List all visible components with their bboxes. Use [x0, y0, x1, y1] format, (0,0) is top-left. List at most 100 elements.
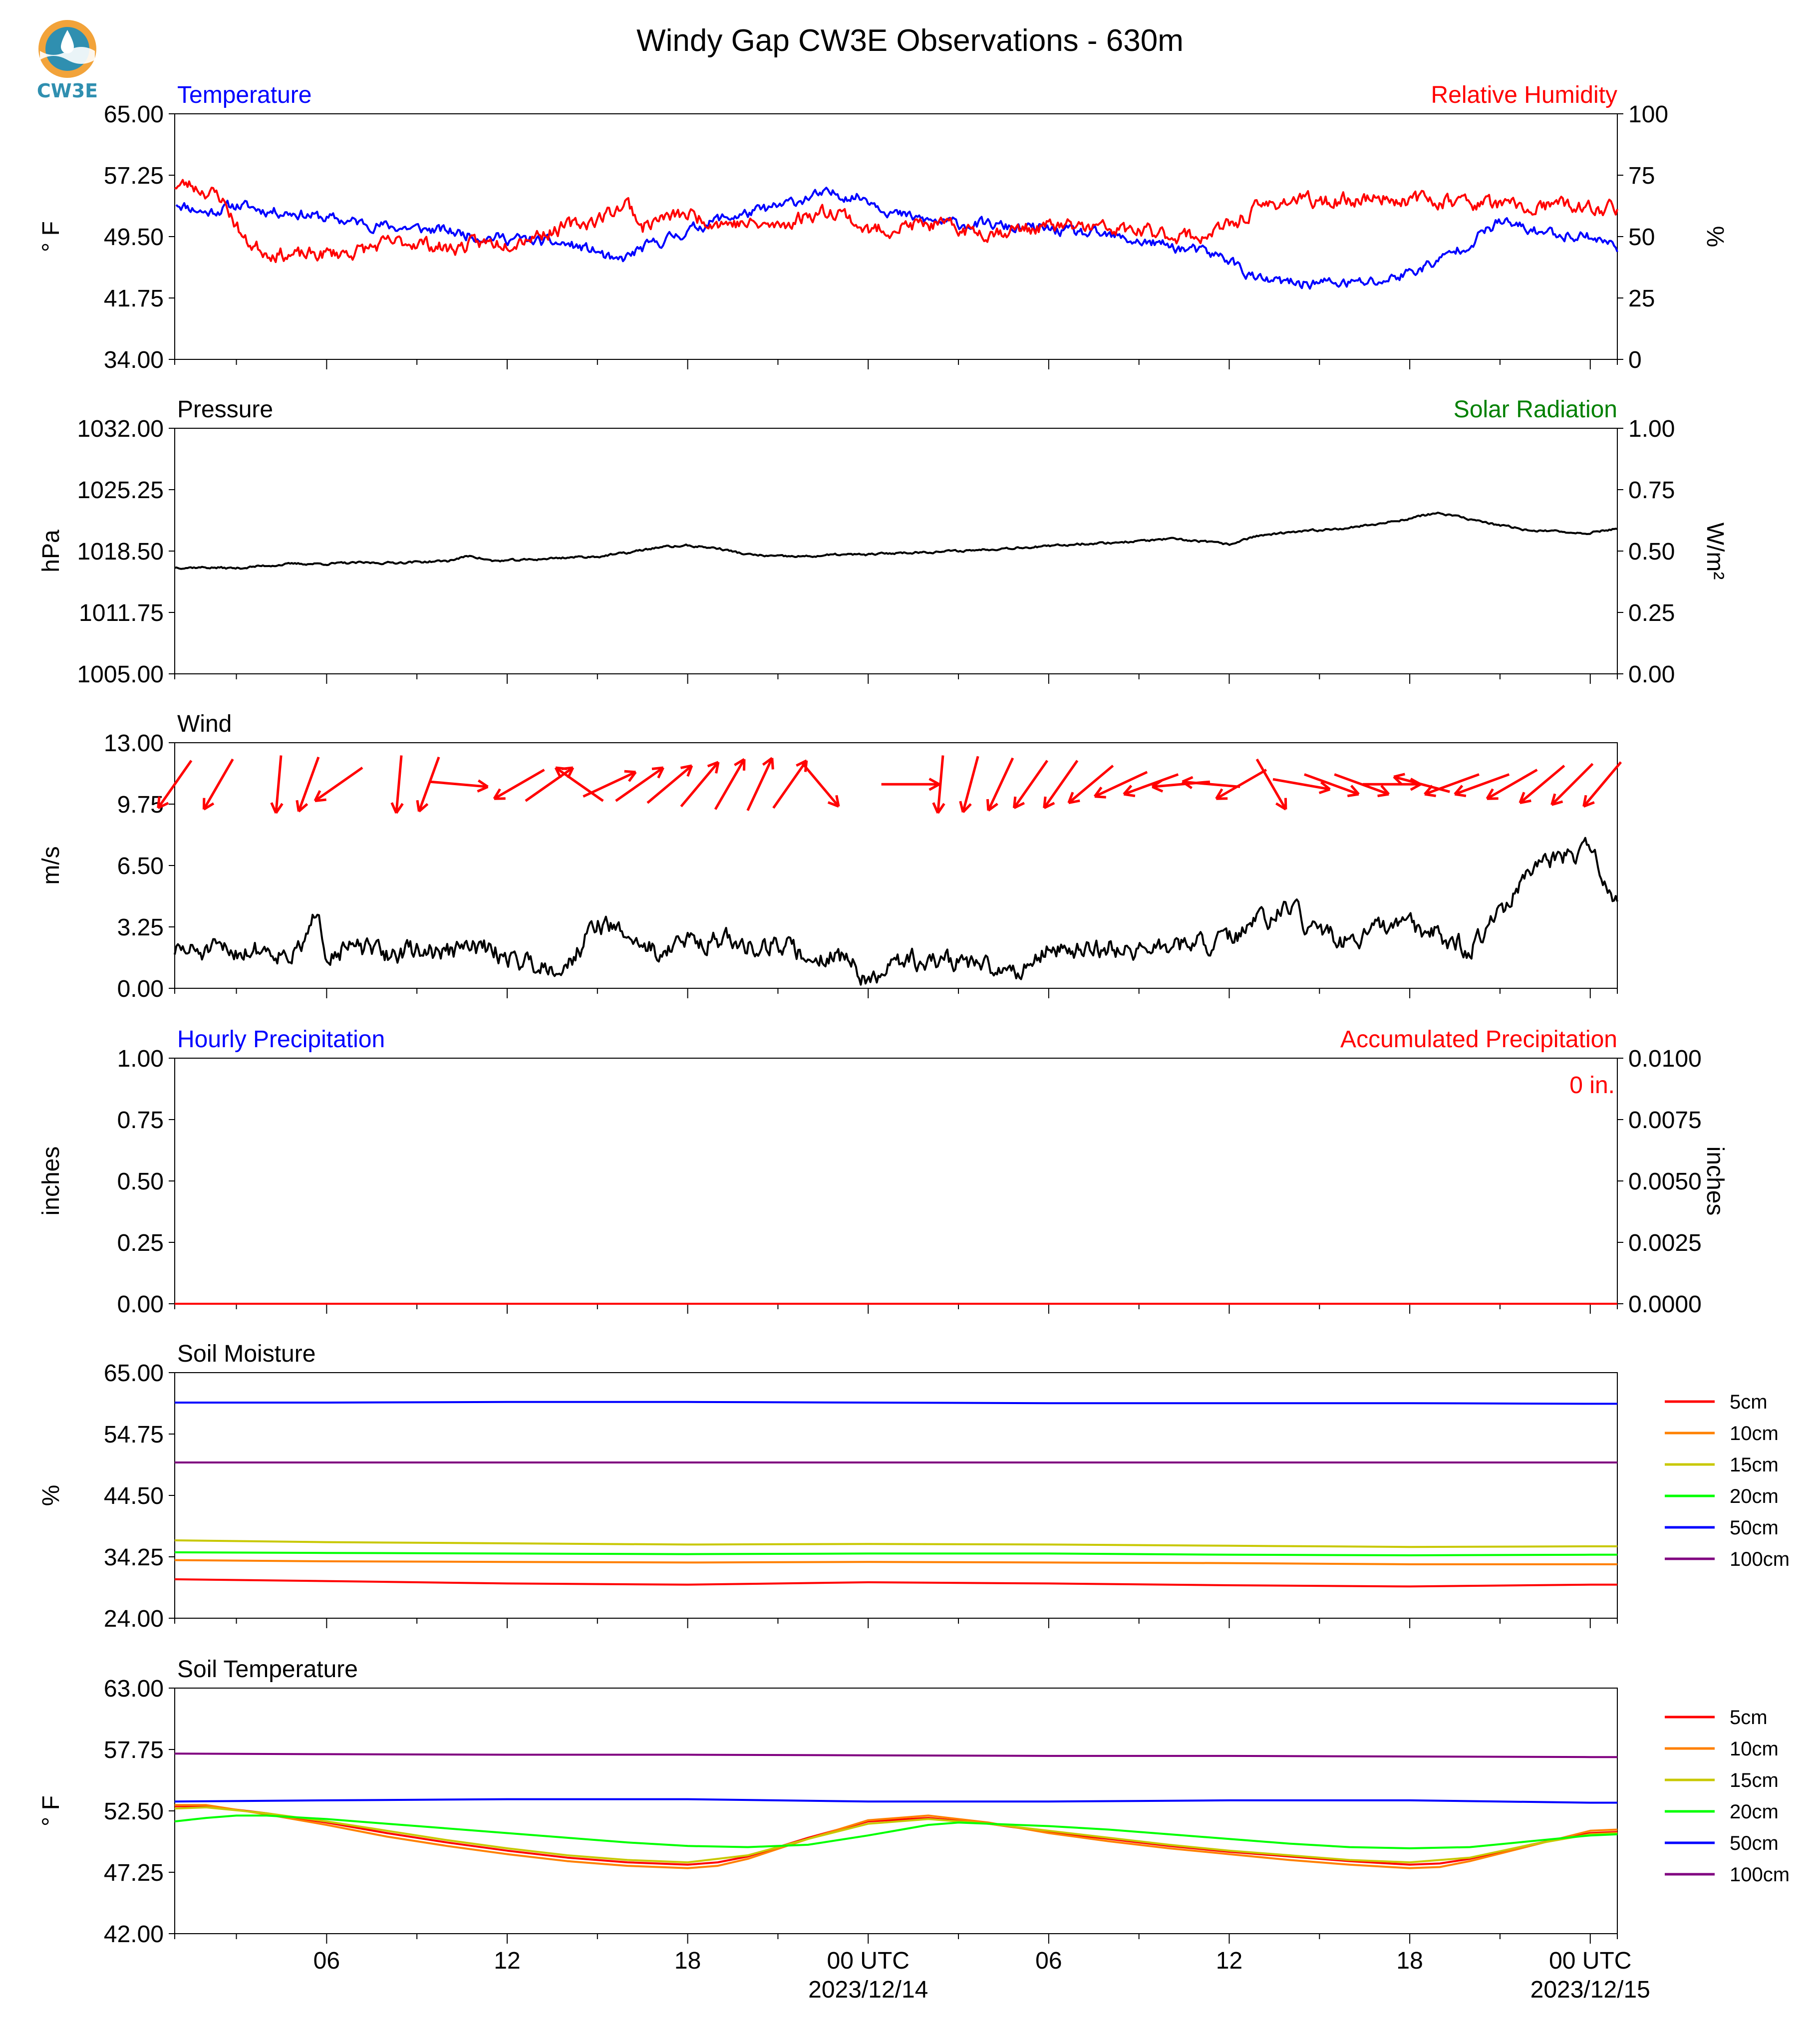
wind-arrow-head	[1067, 792, 1080, 804]
wind-arrow-shaft	[157, 760, 193, 809]
wind-arrow	[430, 779, 489, 793]
wind-arrow	[881, 778, 940, 791]
legend-label: 20cm	[1730, 1485, 1779, 1507]
legend-label: 20cm	[1730, 1801, 1779, 1823]
y-tick-label: 57.25	[104, 163, 164, 189]
wind-arrow-shaft	[1582, 761, 1622, 808]
x-tick-label: 00 UTC	[1549, 1948, 1631, 1974]
wind-arrow	[615, 766, 664, 802]
y-tick-label-right: 0.50	[1628, 539, 1675, 565]
wind-arrow-shaft	[583, 771, 636, 798]
wind-arrow-shaft	[1068, 765, 1114, 804]
y-axis-label: ° F	[38, 221, 64, 252]
wind-arrow-shaft	[800, 761, 840, 808]
wind-arrow	[1550, 763, 1594, 806]
wind-arrow	[800, 761, 840, 808]
y-tick-label-right: 50	[1628, 224, 1655, 251]
wind-arrow-head	[1424, 785, 1436, 798]
wind-arrow-head	[493, 788, 506, 800]
water-drop-sun-logo-icon	[38, 20, 96, 78]
wind-arrow-shaft	[1043, 760, 1079, 809]
wind-arrow	[1454, 773, 1510, 798]
series-line-100cm	[174, 1752, 1617, 1758]
legend-label: 5cm	[1730, 1391, 1768, 1413]
y-tick-label: 13.00	[104, 730, 164, 757]
y-tick-label: 63.00	[104, 1676, 164, 1702]
y-tick-label: 0.75	[117, 1107, 164, 1134]
y-axis-label-right: %	[1702, 226, 1728, 248]
wind-arrow-shaft	[1272, 778, 1330, 791]
x-tick-label: 18	[674, 1948, 701, 1974]
legend-label: 15cm	[1730, 1769, 1779, 1791]
series-line-50cm	[175, 1401, 1617, 1405]
wind-arrow-head	[928, 778, 940, 791]
wind-arrow	[1093, 771, 1148, 799]
wind-arrow-head	[1582, 795, 1595, 808]
series-line-wind-speed	[174, 837, 1618, 986]
figure-title: Windy Gap CW3E Observations - 630m	[636, 23, 1184, 58]
wind-arrow-shaft	[395, 755, 403, 814]
panel-title-left: Soil Temperature	[177, 1656, 358, 1683]
y-tick-label-right: 0.0000	[1628, 1291, 1702, 1318]
wind-arrow-shaft	[646, 765, 693, 804]
wind-arrow-head	[1550, 793, 1563, 806]
y-tick-label: 6.50	[117, 853, 164, 879]
y-tick-label: 1025.25	[77, 477, 164, 504]
x-tick-label: 06	[1035, 1948, 1062, 1974]
series-line-temperature	[175, 187, 1618, 290]
wind-arrow-head	[416, 800, 429, 813]
wind-arrow	[932, 755, 945, 814]
y-axis-label-right: inches	[1702, 1147, 1728, 1216]
wind-arrow-head	[1093, 786, 1106, 799]
panel-pressure: Pressure Solar Radiation 1032.00 1025.25 101…	[38, 396, 1728, 688]
y-tick-label: 34.00	[104, 347, 164, 373]
wind-arrow	[746, 757, 774, 811]
wind-arrow-head	[986, 799, 998, 812]
series-line-5cm	[175, 1805, 1618, 1866]
panel-wind: Wind 13.00 9.75 6.50 3.25 0.00 m/s	[38, 711, 1622, 1002]
wind-arrow-head	[1393, 773, 1405, 786]
x-tick-label: 06	[313, 1948, 340, 1974]
wind-arrow	[1272, 778, 1331, 795]
y-tick-label: 65.00	[104, 1360, 164, 1387]
legend-label: 100cm	[1730, 1864, 1790, 1886]
wind-arrow-shaft	[1424, 773, 1480, 796]
x-tick-date-label: 2023/12/15	[1530, 1977, 1650, 2003]
wind-arrow	[1304, 773, 1360, 798]
wind-arrow	[493, 769, 545, 800]
series-line-10cm	[175, 1804, 1618, 1869]
wind-arrow-shaft	[1550, 763, 1594, 806]
y-tick-label: 34.25	[104, 1544, 164, 1571]
wind-arrow-shaft	[298, 756, 320, 812]
legend-label: 100cm	[1730, 1548, 1790, 1570]
panel-soil_temperature: Soil Temperature 63.00 57.75 52.50 47.25 42.0…	[38, 1656, 1790, 1948]
y-tick-label-right: 0.0025	[1628, 1230, 1702, 1256]
y-tick-label: 47.25	[104, 1860, 164, 1886]
wind-arrow-head	[390, 802, 404, 814]
wind-arrow-head	[1486, 788, 1499, 800]
panel-title-left: Wind	[177, 711, 232, 737]
wind-arrow-shaft	[714, 758, 746, 810]
y-tick-label-right: 25	[1628, 286, 1655, 312]
wind-arrow	[1012, 760, 1049, 810]
y-tick-label-right: 0.0075	[1628, 1107, 1702, 1134]
y-tick-label: 0.00	[117, 1291, 164, 1318]
wind-arrow-shaft	[1013, 760, 1049, 809]
y-tick-label-right: 0.25	[1628, 600, 1675, 626]
wind-arrow-head	[651, 766, 664, 779]
panel-soil_moisture: Soil Moisture 65.00 54.75 44.50 34.25 24.00% 5…	[38, 1341, 1790, 1632]
wind-arrow-head	[1518, 792, 1531, 804]
wind-arrow-shaft	[1182, 780, 1240, 788]
wind-arrow-head	[202, 798, 215, 811]
y-tick-label: 3.25	[117, 914, 164, 941]
y-tick-label: 0.25	[117, 1230, 164, 1256]
wind-arrow	[1424, 773, 1480, 798]
wind-arrow	[1518, 765, 1565, 804]
y-tick-label-right: 0.00	[1628, 661, 1675, 688]
wind-arrow	[554, 766, 604, 802]
wind-arrow	[959, 756, 979, 814]
y-tick-label: 1018.50	[77, 539, 164, 565]
cw3e-logo: CW3E	[37, 20, 98, 102]
x-tick-label: 12	[494, 1948, 520, 1974]
wind-arrow	[416, 756, 440, 813]
